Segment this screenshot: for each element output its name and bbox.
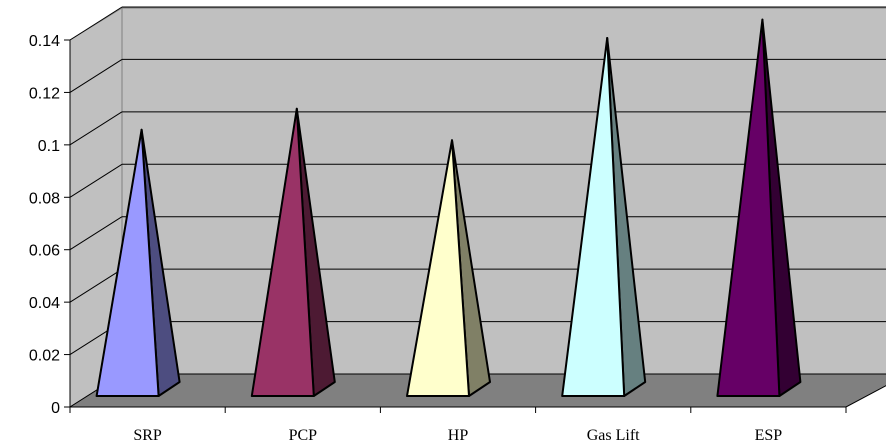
y-tick-label: 0.12 — [29, 85, 60, 102]
x-tick-label: Gas Lift — [587, 427, 640, 444]
bars — [95, 18, 802, 397]
y-tick-label: 0.04 — [29, 295, 60, 312]
y-tick-label: 0.08 — [29, 190, 60, 207]
y-tick-label: 0.14 — [29, 33, 60, 50]
bar-esp — [716, 18, 802, 397]
x-tick-label: PCP — [289, 427, 318, 444]
bar-hp — [406, 139, 491, 397]
y-tick-label: 0 — [51, 400, 60, 417]
y-tick-label: 0.02 — [29, 348, 60, 365]
gridline-side — [69, 111, 123, 146]
y-tick-label: 0.06 — [29, 243, 60, 260]
gridline-side — [69, 268, 123, 303]
x-axis-tick-labels: SRP PCP HP Gas Lift ESP — [133, 427, 782, 444]
bar-front-face — [406, 139, 470, 397]
x-tick-label: SRP — [133, 427, 162, 444]
bar-front-face — [561, 36, 626, 397]
bar-pcp — [250, 107, 336, 397]
y-axis-tick-labels: 0 0.02 0.04 0.06 0.08 0.1 0.12 0.14 — [29, 33, 60, 417]
bar-front-face — [95, 128, 160, 397]
gridline-side — [69, 6, 123, 41]
gridline-side — [69, 163, 123, 198]
x-tick-label: ESP — [755, 427, 783, 444]
x-tick-label: HP — [448, 427, 469, 444]
gridline-side — [69, 216, 123, 251]
gridline-side — [69, 59, 123, 93]
y-tick-label: 0.1 — [38, 138, 60, 155]
bar-front-face — [716, 18, 781, 397]
bar-srp — [95, 128, 181, 397]
bar-front-face — [250, 107, 315, 397]
bar-gas-lift — [561, 36, 647, 397]
axes — [64, 39, 847, 413]
